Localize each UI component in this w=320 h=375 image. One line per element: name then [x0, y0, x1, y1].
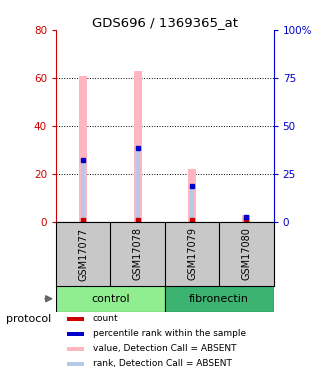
Text: control: control — [91, 294, 130, 304]
Bar — [242, 215, 251, 222]
Bar — [136, 148, 140, 222]
Text: count: count — [93, 315, 119, 324]
Bar — [188, 169, 196, 222]
Text: GSM17079: GSM17079 — [187, 228, 197, 280]
Bar — [165, 286, 274, 312]
Text: GSM17077: GSM17077 — [78, 227, 88, 280]
Text: GSM17080: GSM17080 — [241, 228, 252, 280]
Text: percentile rank within the sample: percentile rank within the sample — [93, 329, 246, 338]
Bar — [56, 286, 165, 312]
Bar — [67, 347, 84, 351]
Text: rank, Detection Call = ABSENT: rank, Detection Call = ABSENT — [93, 359, 232, 368]
Bar — [67, 317, 84, 321]
Bar — [244, 217, 248, 222]
Text: protocol: protocol — [6, 315, 52, 324]
Bar — [133, 71, 142, 222]
Bar — [67, 332, 84, 336]
Bar — [81, 160, 85, 222]
Bar — [79, 76, 87, 222]
Text: GSM17078: GSM17078 — [132, 228, 143, 280]
Title: GDS696 / 1369365_at: GDS696 / 1369365_at — [92, 16, 238, 29]
Bar — [190, 186, 194, 222]
Text: value, Detection Call = ABSENT: value, Detection Call = ABSENT — [93, 344, 236, 353]
Bar — [67, 362, 84, 366]
Text: fibronectin: fibronectin — [189, 294, 249, 304]
